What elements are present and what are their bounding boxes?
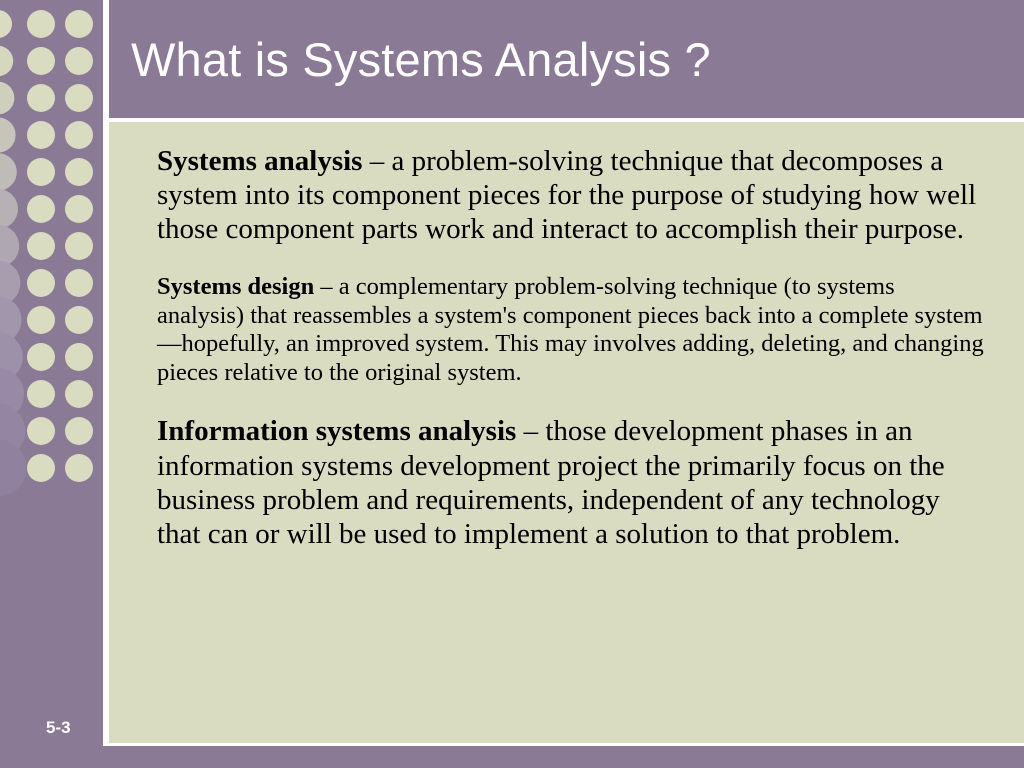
paragraph-systems-analysis: Systems analysis – a problem-solving tec… xyxy=(157,144,986,247)
paragraph-info-systems-analysis: Information systems analysis – those dev… xyxy=(157,414,986,551)
term-systems-analysis: Systems analysis xyxy=(157,145,362,177)
slide: What is Systems Analysis ? Systems analy… xyxy=(0,0,1024,768)
bottom-strip xyxy=(0,746,1024,768)
title-bar: What is Systems Analysis ? xyxy=(109,0,1024,118)
page-number: 5-3 xyxy=(46,718,71,738)
paragraph-systems-design: Systems design – a complementary problem… xyxy=(157,273,986,389)
content-area: Systems analysis – a problem-solving tec… xyxy=(109,122,1024,746)
decorative-dots xyxy=(0,0,103,768)
term-info-systems-analysis: Information systems analysis xyxy=(157,415,516,447)
term-systems-design: Systems design xyxy=(157,273,314,300)
slide-title: What is Systems Analysis ? xyxy=(131,32,711,87)
